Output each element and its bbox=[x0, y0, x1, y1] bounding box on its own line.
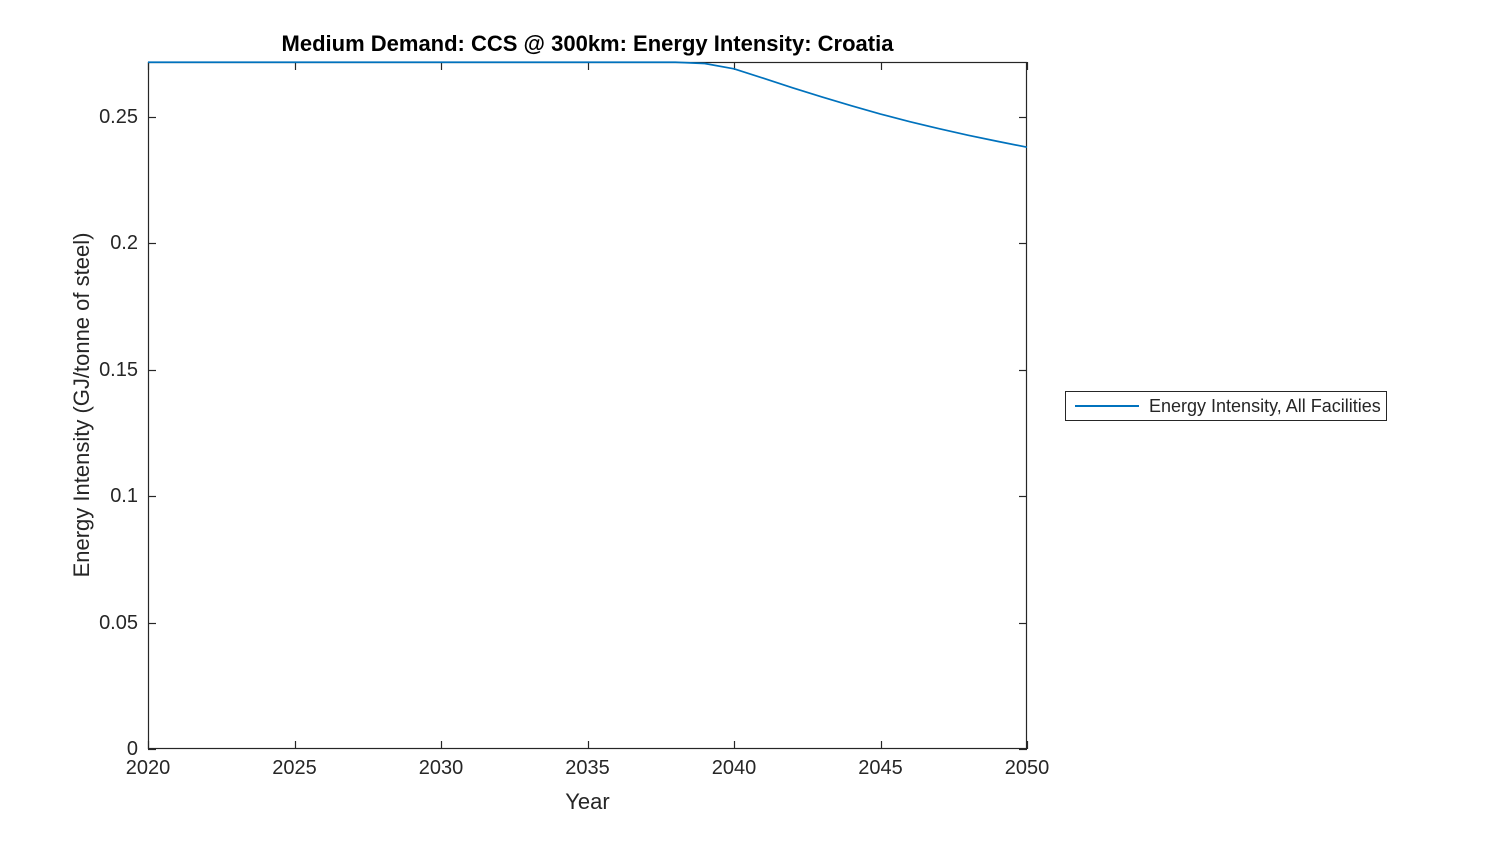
y-tick-label: 0.15 bbox=[99, 358, 138, 381]
x-tick-label: 2030 bbox=[418, 757, 464, 779]
y-tick-label: 0 bbox=[126, 738, 138, 760]
legend-line-sample-icon bbox=[1075, 405, 1139, 407]
y-axis-label: Energy Intensity (GJ/tonne of steel) bbox=[69, 232, 94, 578]
legend-entry-label: Energy Intensity, All Facilities bbox=[1149, 395, 1381, 416]
y-tick-label: 0.1 bbox=[110, 485, 138, 508]
x-tick-label: 2040 bbox=[711, 757, 757, 779]
x-tick-label: 2020 bbox=[125, 757, 171, 779]
series-line-energy-intensity bbox=[148, 61, 1028, 149]
x-tick-label: 2050 bbox=[1004, 757, 1050, 779]
y-tick-label: 0.2 bbox=[110, 232, 138, 255]
legend: Energy Intensity, All Facilities bbox=[1065, 391, 1387, 421]
axes-box bbox=[147, 61, 1028, 750]
x-axis-label: Year bbox=[565, 789, 610, 814]
y-tick-label: 0.05 bbox=[99, 611, 138, 634]
x-tick-label: 2025 bbox=[272, 757, 317, 779]
y-tick-label: 0.25 bbox=[99, 106, 138, 129]
x-tick-label: 2045 bbox=[858, 757, 903, 779]
chart-title: Medium Demand: CCS @ 300km: Energy Inten… bbox=[281, 31, 894, 56]
x-tick-label: 2035 bbox=[565, 757, 610, 779]
